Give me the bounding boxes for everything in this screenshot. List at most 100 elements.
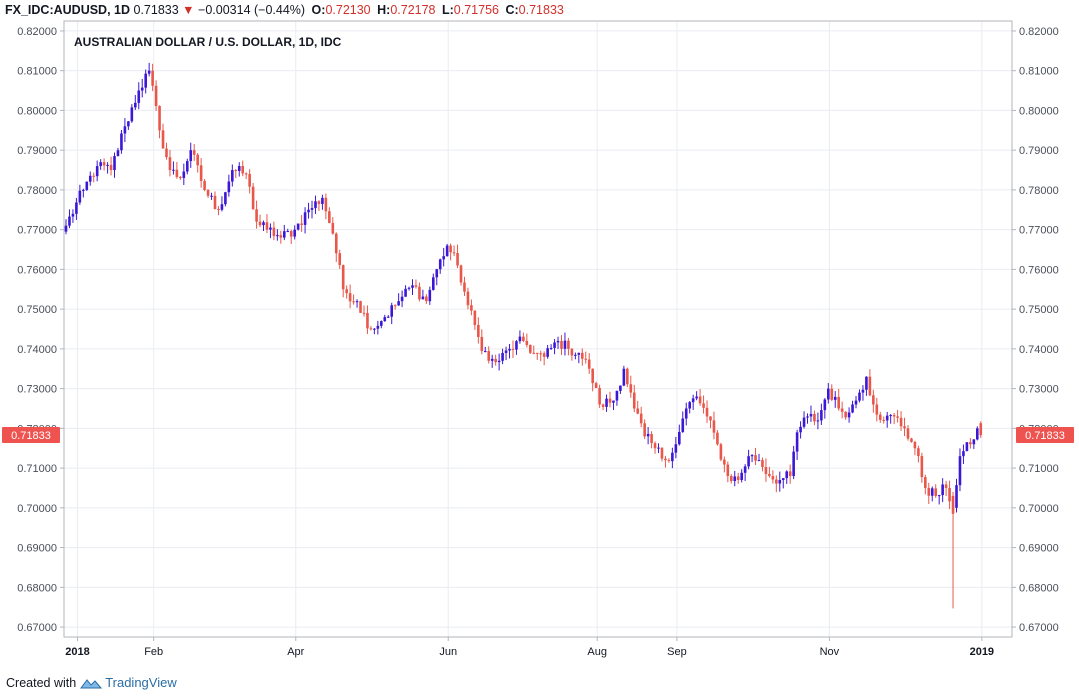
candle-body[interactable] bbox=[709, 416, 712, 421]
candle-body[interactable] bbox=[231, 170, 234, 182]
candle-body[interactable] bbox=[972, 439, 976, 445]
candle-body[interactable] bbox=[619, 385, 622, 391]
candle-body[interactable] bbox=[934, 488, 938, 496]
candle-body[interactable] bbox=[872, 395, 875, 405]
candle-body[interactable] bbox=[400, 296, 404, 302]
candle-body[interactable] bbox=[421, 296, 425, 300]
candle-body[interactable] bbox=[134, 102, 137, 108]
candle-body[interactable] bbox=[660, 447, 664, 459]
candle-body[interactable] bbox=[501, 352, 504, 361]
candle-body[interactable] bbox=[899, 417, 903, 427]
candle-body[interactable] bbox=[747, 456, 750, 467]
candle-body[interactable] bbox=[217, 208, 220, 210]
candle-body[interactable] bbox=[788, 471, 792, 477]
candle-body[interactable] bbox=[861, 389, 865, 393]
symbol-name[interactable]: FX_IDC:AUDUSD, 1D bbox=[5, 3, 131, 17]
candle-body[interactable] bbox=[456, 253, 459, 266]
candle-body[interactable] bbox=[865, 376, 868, 390]
candle-body[interactable] bbox=[771, 476, 775, 480]
candle-body[interactable] bbox=[962, 451, 965, 457]
candle-body[interactable] bbox=[577, 352, 581, 355]
candle-body[interactable] bbox=[466, 291, 470, 306]
candle-body[interactable] bbox=[833, 396, 837, 400]
candle-body[interactable] bbox=[359, 301, 362, 313]
candle-body[interactable] bbox=[269, 227, 272, 230]
candle-body[interactable] bbox=[757, 460, 761, 462]
candle-body[interactable] bbox=[199, 165, 203, 181]
candle-body[interactable] bbox=[442, 256, 445, 260]
left-price-axis[interactable]: 0.82000 0.81000 0.80000 0.79000 0.78000 0.770… bbox=[17, 26, 64, 634]
candle-body[interactable] bbox=[827, 388, 830, 400]
candle-body[interactable] bbox=[553, 342, 556, 348]
candle-body[interactable] bbox=[657, 447, 660, 449]
candle-body[interactable] bbox=[348, 293, 352, 302]
candle-body[interactable] bbox=[276, 235, 279, 237]
candle-body[interactable] bbox=[522, 336, 525, 341]
candle-body[interactable] bbox=[428, 289, 432, 302]
candle-body[interactable] bbox=[587, 359, 591, 369]
candle-body[interactable] bbox=[823, 399, 827, 411]
candle-body[interactable] bbox=[459, 265, 463, 283]
candle-body[interactable] bbox=[580, 352, 584, 359]
candle-body[interactable] bbox=[882, 419, 886, 421]
candle-body[interactable] bbox=[535, 352, 539, 354]
candle-body[interactable] bbox=[75, 202, 78, 214]
candle-body[interactable] bbox=[896, 416, 899, 418]
candle-body[interactable] bbox=[345, 289, 348, 294]
candle-body[interactable] bbox=[154, 85, 158, 107]
candle-body[interactable] bbox=[650, 433, 653, 444]
candle-body[interactable] bbox=[785, 471, 789, 479]
candle-body[interactable] bbox=[293, 229, 296, 237]
candle-body[interactable] bbox=[317, 201, 321, 204]
candle-body[interactable] bbox=[941, 484, 944, 496]
candle-body[interactable] bbox=[716, 432, 719, 445]
candle-body[interactable] bbox=[885, 415, 889, 421]
candle-body[interactable] bbox=[740, 472, 743, 481]
candle-body[interactable] bbox=[612, 400, 615, 403]
candle-body[interactable] bbox=[490, 358, 494, 361]
tradingview-brand[interactable]: TradingView bbox=[105, 675, 177, 690]
candle-body[interactable] bbox=[369, 328, 373, 330]
candle-body[interactable] bbox=[116, 150, 120, 157]
candle-body[interactable] bbox=[172, 169, 175, 171]
candle-body[interactable] bbox=[477, 324, 480, 337]
candle-body[interactable] bbox=[445, 245, 449, 257]
candle-body[interactable] bbox=[341, 265, 345, 290]
candle-body[interactable] bbox=[213, 195, 217, 209]
candle-body[interactable] bbox=[380, 321, 383, 326]
candle-body[interactable] bbox=[854, 400, 858, 405]
candle-body[interactable] bbox=[542, 353, 546, 357]
candle-body[interactable] bbox=[778, 480, 782, 484]
candle-body[interactable] bbox=[483, 351, 487, 353]
candle-body[interactable] bbox=[366, 312, 369, 329]
candle-body[interactable] bbox=[185, 161, 189, 172]
candle-body[interactable] bbox=[203, 180, 206, 190]
candle-body[interactable] bbox=[591, 368, 594, 384]
candle-body[interactable] bbox=[425, 296, 428, 302]
candle-body[interactable] bbox=[681, 418, 685, 432]
candle-body[interactable] bbox=[220, 204, 224, 210]
candle-body[interactable] bbox=[334, 233, 338, 254]
candle-body[interactable] bbox=[234, 170, 238, 172]
candle-body[interactable] bbox=[189, 150, 193, 162]
candle-body[interactable] bbox=[376, 325, 380, 329]
candle-body[interactable] bbox=[68, 216, 71, 226]
candle-body[interactable] bbox=[743, 466, 747, 473]
candle-body[interactable] bbox=[480, 336, 484, 352]
candle-body[interactable] bbox=[958, 456, 962, 486]
candle-body[interactable] bbox=[653, 443, 657, 449]
candle-body[interactable] bbox=[626, 368, 629, 385]
candle-body[interactable] bbox=[906, 428, 910, 439]
candle-body[interactable] bbox=[567, 340, 570, 349]
candle-body[interactable] bbox=[210, 195, 213, 197]
candle-body[interactable] bbox=[161, 130, 165, 149]
candle-body[interactable] bbox=[529, 344, 532, 353]
candle-body[interactable] bbox=[975, 428, 979, 440]
candle-body[interactable] bbox=[78, 190, 82, 203]
candle-body[interactable] bbox=[830, 388, 834, 400]
candle-body[interactable] bbox=[224, 192, 227, 205]
candle-body[interactable] bbox=[889, 415, 892, 417]
candle-body[interactable] bbox=[840, 408, 844, 412]
candle-body[interactable] bbox=[431, 277, 435, 290]
tradingview-logo-icon[interactable] bbox=[80, 676, 103, 690]
